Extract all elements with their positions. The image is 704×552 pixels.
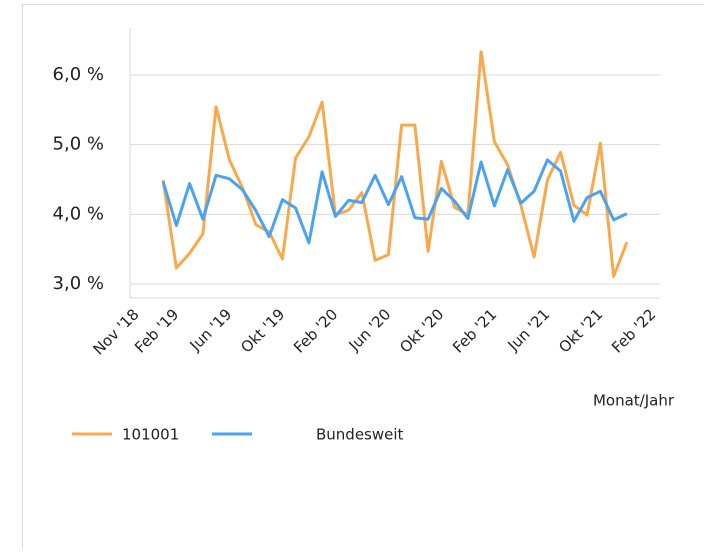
x-tick-label: Jun '20 <box>345 305 395 355</box>
legend-label: Bundesweit <box>316 426 404 444</box>
x-tick-label: Okt '20 <box>396 305 447 356</box>
x-tick-label: Jun '21 <box>504 305 554 355</box>
series-line <box>163 52 627 277</box>
y-tick-label: 3,0 % <box>53 273 104 294</box>
x-axis-label: Monat/Jahr <box>593 392 675 410</box>
y-tick-label: 6,0 % <box>53 64 104 85</box>
x-tick-label: Feb '21 <box>449 305 500 356</box>
x-tick-label: Okt '21 <box>555 305 606 356</box>
legend-label: 101001 <box>122 426 179 444</box>
chart-frame <box>23 5 704 549</box>
x-tick-label: Feb '22 <box>608 305 659 356</box>
x-tick-label: Nov '18 <box>89 305 142 358</box>
x-tick-label: Feb '19 <box>131 305 182 356</box>
x-tick-label: Feb '20 <box>290 305 341 356</box>
x-tick-label: Okt '19 <box>237 305 288 356</box>
x-tick-label: Jun '19 <box>186 305 236 355</box>
y-tick-label: 5,0 % <box>53 134 104 155</box>
y-tick-label: 4,0 % <box>53 203 104 224</box>
